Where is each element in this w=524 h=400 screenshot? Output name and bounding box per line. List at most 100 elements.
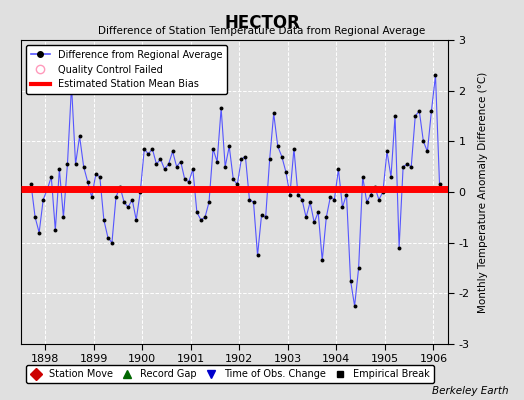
Point [136, 189, 145, 195]
Legend: Station Move, Record Gap, Time of Obs. Change, Empirical Break: Station Move, Record Gap, Time of Obs. C… [26, 366, 434, 383]
Point [294, 191, 302, 198]
Point [298, 196, 306, 203]
Point [217, 105, 225, 112]
Point [27, 181, 35, 188]
Point [330, 196, 339, 203]
Point [128, 196, 136, 203]
Point [391, 113, 399, 119]
Point [419, 138, 428, 144]
Point [144, 151, 152, 157]
Point [95, 174, 104, 180]
Point [351, 303, 359, 309]
Text: Difference of Station Temperature Data from Regional Average: Difference of Station Temperature Data f… [99, 26, 425, 36]
Point [286, 191, 294, 198]
Point [148, 146, 157, 152]
Point [181, 176, 189, 182]
Point [221, 164, 230, 170]
Point [55, 166, 63, 172]
Point [367, 191, 375, 198]
Point [184, 179, 193, 185]
Point [116, 184, 124, 190]
Point [431, 72, 440, 79]
Point [120, 199, 128, 205]
Point [196, 217, 205, 223]
Point [152, 161, 161, 167]
Point [140, 146, 148, 152]
Point [193, 209, 201, 216]
Point [92, 171, 100, 178]
Point [363, 199, 371, 205]
Point [261, 214, 270, 220]
Point [266, 156, 274, 162]
Point [245, 196, 254, 203]
Point [257, 212, 266, 218]
Point [346, 278, 355, 284]
Point [31, 214, 39, 220]
Point [172, 164, 181, 170]
Point [281, 168, 290, 175]
Point [59, 214, 68, 220]
Point [354, 265, 363, 271]
Point [274, 143, 282, 150]
Point [47, 174, 56, 180]
Point [104, 234, 112, 241]
Point [339, 204, 347, 210]
Point [399, 164, 407, 170]
Point [403, 161, 411, 167]
Point [108, 240, 116, 246]
Point [342, 191, 351, 198]
Point [407, 164, 416, 170]
Point [302, 214, 310, 220]
Point [387, 174, 395, 180]
Point [237, 156, 246, 162]
Y-axis label: Monthly Temperature Anomaly Difference (°C): Monthly Temperature Anomaly Difference (… [478, 71, 488, 313]
Point [233, 181, 242, 188]
Point [370, 184, 379, 190]
Point [310, 219, 319, 226]
Point [100, 217, 108, 223]
Point [383, 148, 391, 155]
Point [209, 146, 217, 152]
Point [411, 113, 419, 119]
Point [71, 161, 80, 167]
Point [68, 82, 76, 89]
Point [253, 252, 261, 258]
Point [290, 146, 298, 152]
Point [51, 227, 60, 233]
Point [358, 174, 367, 180]
Point [306, 199, 314, 205]
Point [427, 108, 435, 114]
Point [88, 194, 96, 200]
Point [229, 176, 237, 182]
Point [423, 148, 432, 155]
Point [124, 204, 132, 210]
Point [160, 166, 169, 172]
Point [112, 194, 120, 200]
Text: Berkeley Earth: Berkeley Earth [432, 386, 508, 396]
Text: HECTOR: HECTOR [224, 14, 300, 32]
Point [395, 244, 403, 251]
Point [326, 194, 334, 200]
Point [83, 179, 92, 185]
Point [314, 209, 322, 216]
Point [435, 181, 444, 188]
Point [132, 217, 140, 223]
Point [225, 143, 233, 150]
Point [201, 214, 209, 220]
Point [35, 229, 43, 236]
Point [269, 110, 278, 117]
Point [318, 257, 326, 264]
Point [177, 158, 185, 165]
Point [63, 161, 72, 167]
Point [80, 164, 88, 170]
Point [415, 108, 423, 114]
Point [241, 153, 249, 160]
Point [375, 196, 383, 203]
Point [43, 186, 51, 193]
Point [322, 214, 331, 220]
Point [278, 153, 286, 160]
Point [213, 158, 221, 165]
Point [168, 148, 177, 155]
Point [39, 196, 47, 203]
Point [75, 133, 84, 140]
